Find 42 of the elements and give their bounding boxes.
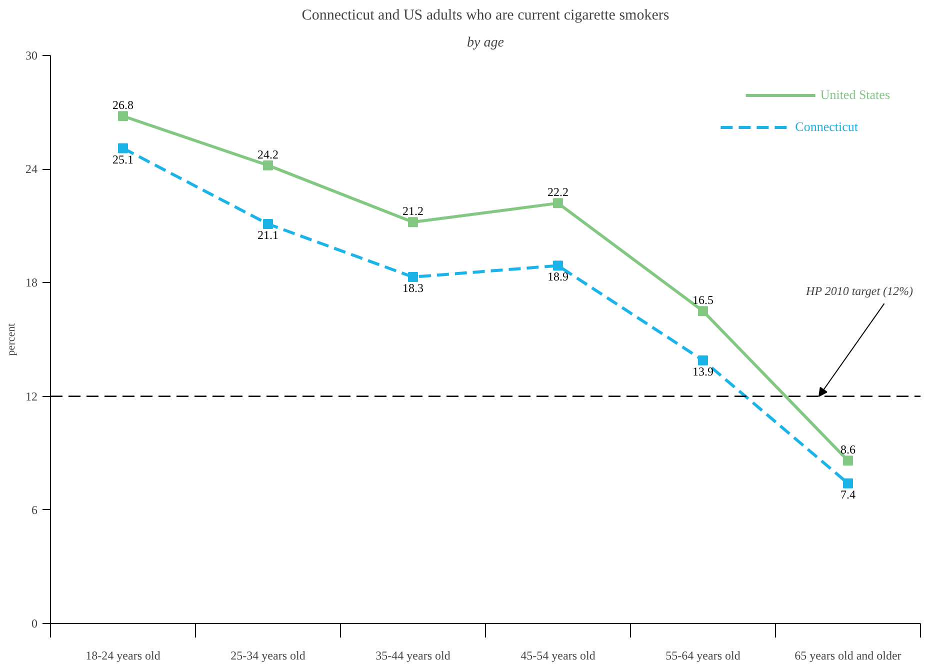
x-tick-label: 65 years old and older xyxy=(794,648,902,662)
point xyxy=(118,143,128,154)
point xyxy=(843,456,853,466)
y-tick-label: 6 xyxy=(32,502,38,517)
point xyxy=(263,160,273,170)
x-tick-label: 45-54 years old xyxy=(520,648,596,662)
point xyxy=(553,260,563,271)
data-label: 21.1 xyxy=(258,228,278,242)
point xyxy=(408,272,418,282)
point xyxy=(843,478,853,488)
x-tick-label: 35-44 years old xyxy=(376,648,450,662)
ref-line-label: HP 2010 target (12%) xyxy=(805,284,914,298)
text: United States xyxy=(820,87,890,103)
point xyxy=(263,219,273,230)
data-label: 18.3 xyxy=(402,281,424,296)
point xyxy=(698,306,708,316)
point xyxy=(408,217,418,228)
data-label: 16.5 xyxy=(692,293,714,308)
data-label: 13.9 xyxy=(692,364,714,378)
y-axis-title: percent xyxy=(6,323,18,356)
data-label: 18.9 xyxy=(548,270,568,284)
data-label: 22.2 xyxy=(548,185,568,200)
y-tick-label: 0 xyxy=(32,616,38,630)
x-tick-label: 25-34 years old xyxy=(230,648,306,662)
data-label: 25.1 xyxy=(112,152,134,166)
y-tick-label: 24 xyxy=(26,162,38,176)
y-tick-label: 12 xyxy=(26,389,38,404)
point xyxy=(118,111,128,122)
x-tick-label: 18-24 years old xyxy=(86,648,160,662)
chart-title: Connecticut and US adults who are current cigarette smokers xyxy=(302,8,670,24)
chart-subtitle: by age xyxy=(467,36,504,50)
x-tick-label: 55-64 years old xyxy=(666,648,740,662)
text: Connecticut xyxy=(795,119,858,135)
y-tick-label: 18 xyxy=(26,276,38,290)
data-label: 8.6 xyxy=(840,442,856,457)
point xyxy=(553,198,563,208)
data-label: 7.4 xyxy=(840,487,856,502)
y-tick-label: 30 xyxy=(26,48,38,62)
data-label: 21.2 xyxy=(402,204,424,218)
data-label: 26.8 xyxy=(112,98,134,112)
point xyxy=(698,355,708,366)
data-label: 24.2 xyxy=(258,147,278,162)
